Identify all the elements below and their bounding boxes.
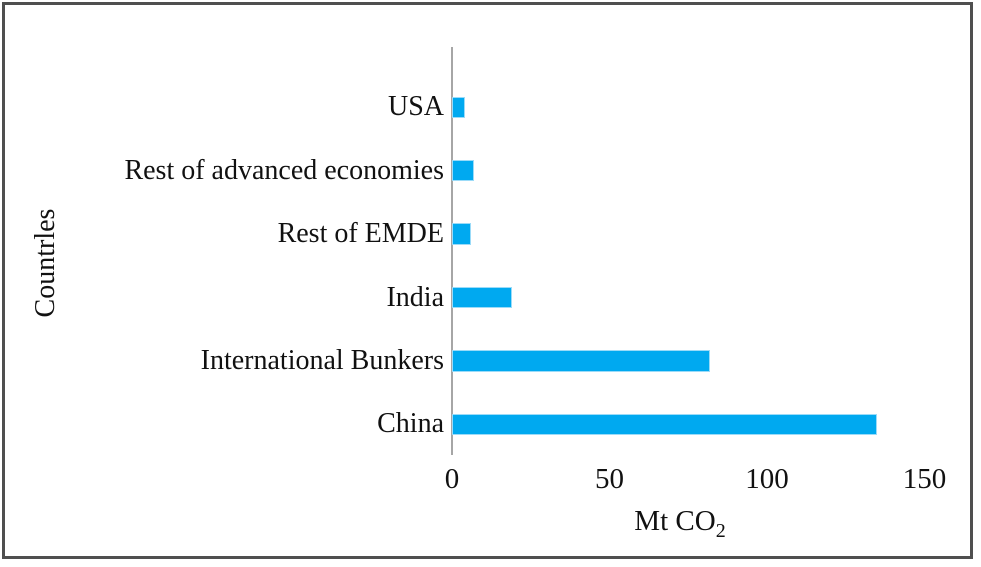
category-label-usa: USA: [387, 91, 444, 123]
bar-rest-of-emde: [452, 223, 471, 245]
x-tick-label-100: 100: [745, 463, 789, 495]
category-label-china: China: [377, 408, 444, 440]
category-axis-line: [451, 47, 453, 455]
x-tick-label-50: 50: [595, 463, 624, 495]
category-label-india: India: [386, 281, 444, 313]
y-axis-title: Countrles: [30, 208, 61, 318]
category-label-international-bunkers: International Bunkers: [200, 344, 444, 376]
x-axis-title-text: Mt CO: [634, 505, 716, 537]
bar-international-bunkers: [452, 350, 711, 372]
category-label-rest-of-advanced-economies: Rest of advanced economies: [124, 154, 444, 186]
x-tick-label-0: 0: [444, 463, 460, 495]
bar-china: [452, 413, 878, 436]
x-axis-title-subscript: 2: [715, 519, 726, 542]
x-tick-label-150: 150: [902, 463, 947, 495]
x-axis-title: Mt CO2: [634, 505, 725, 541]
bar-rest-of-advanced-economies: [452, 159, 475, 182]
category-label-rest-of-emde: Rest of EMDE: [277, 218, 444, 250]
bar-india: [452, 286, 512, 309]
bar-usa: [452, 96, 465, 119]
chart-frame: [2, 2, 973, 559]
